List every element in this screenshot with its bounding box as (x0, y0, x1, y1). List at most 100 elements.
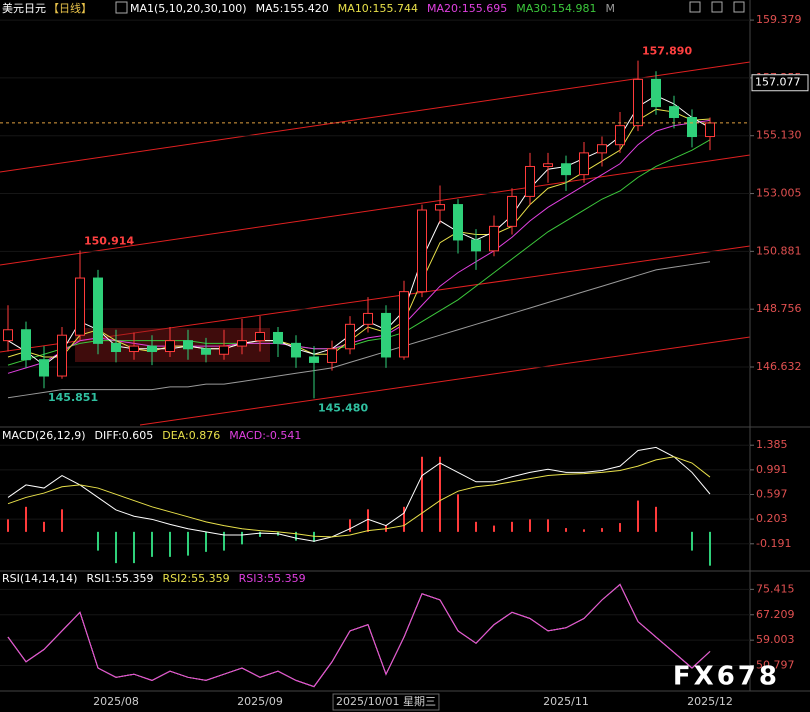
extreme-label: 145.480 (318, 401, 368, 414)
candle-body (57, 334, 67, 377)
legend-entry: RSI1:55.359 (86, 572, 153, 585)
legend-entry: MA5:155.420 (256, 2, 329, 15)
candle-body (651, 78, 661, 108)
legend-entry: MACD:-0.541 (229, 429, 301, 442)
channel-lines (0, 61, 751, 426)
y-tick-label: 67.209 (756, 608, 795, 621)
legend-entry: MA20:155.695 (427, 2, 507, 15)
y-tick-label: 159.379 (756, 13, 802, 26)
indicator-line (7, 583, 711, 688)
legend-entry: MA1(5,10,20,30,100) (130, 2, 247, 15)
x-tick-label: 2025/12 (687, 695, 733, 708)
candle-body (453, 204, 463, 241)
indicator-line (7, 583, 711, 688)
candle-body (183, 340, 193, 350)
candle-body (3, 329, 13, 342)
candle-body (561, 163, 571, 176)
price-tag: 157.077 (755, 76, 801, 89)
candle-body (399, 291, 409, 358)
candle-body (543, 163, 553, 167)
x-tick-label: 2025/11 (543, 695, 589, 708)
y-tick-label: 0.991 (756, 463, 788, 476)
candle-body (417, 209, 427, 293)
channel-line (0, 61, 751, 173)
x-tick-label: 2025/08 (93, 695, 139, 708)
y-tick-label: 1.385 (756, 438, 788, 451)
candle-body (327, 348, 337, 363)
indicator-line (7, 95, 711, 366)
candle-body (309, 356, 319, 363)
candle-body (525, 165, 535, 197)
candle-body (129, 345, 139, 353)
candle-body (363, 312, 373, 325)
candle-body (669, 106, 679, 118)
legend-entry: RSI3:55.359 (239, 572, 306, 585)
y-tick-label: 59.003 (756, 633, 795, 646)
channel-line (0, 245, 751, 353)
y-tick-label: 0.597 (756, 487, 788, 500)
indicator-icon[interactable] (115, 1, 128, 14)
extreme-label: 150.914 (84, 234, 134, 247)
candle-body (237, 340, 247, 347)
legend-entry: RSI(14,14,14) (2, 572, 77, 585)
y-tick-label: 146.632 (756, 360, 802, 373)
y-tick-label: 153.005 (756, 187, 802, 200)
indicator-line (7, 456, 711, 538)
y-tick-label: -0.191 (756, 537, 791, 550)
legend-entry: M (605, 2, 615, 15)
indicator-line (7, 261, 711, 399)
candle-body (75, 277, 85, 336)
candle-body (705, 122, 715, 138)
candle-body (489, 225, 499, 252)
candle-body (255, 331, 265, 342)
candle-body (93, 277, 103, 344)
legend-entry: MACD(26,12,9) (2, 429, 86, 442)
y-tick-label: 75.415 (756, 582, 795, 595)
date-highlight (332, 693, 440, 711)
x-tick-label: 2025/10/01 星期三 (336, 695, 436, 708)
price-tag-box (751, 74, 809, 92)
window-button[interactable] (711, 1, 723, 13)
candle-body (201, 348, 211, 355)
candle-body (345, 323, 355, 350)
settings-button[interactable] (689, 1, 701, 13)
candle-body (471, 239, 481, 252)
candle-body (507, 195, 517, 227)
y-tick-label: 50.797 (756, 659, 795, 672)
candle-body (291, 342, 301, 358)
candle-body (147, 345, 157, 353)
candle-body (111, 342, 121, 353)
channel-line (0, 154, 751, 266)
extreme-label: 157.890 (642, 45, 692, 58)
legend-entry: DIFF:0.605 (95, 429, 154, 442)
x-tick-label: 2025/09 (237, 695, 283, 708)
extreme-label: 145.851 (48, 391, 98, 404)
instrument-title: 美元日元 (2, 2, 46, 15)
channel-line (139, 336, 751, 426)
candle-body (633, 78, 643, 127)
candle-body (579, 152, 589, 176)
legend-entry: DEA:0.876 (162, 429, 220, 442)
indicator-line (7, 119, 711, 374)
period[interactable]: 【日线】 (48, 1, 92, 15)
close-button[interactable] (733, 1, 745, 13)
candle-body (219, 345, 229, 355)
indicator-line (7, 583, 711, 688)
candle-body (687, 116, 697, 138)
candle-body (381, 312, 391, 358)
indicator-line (7, 139, 711, 366)
y-tick-label: 0.203 (756, 512, 788, 525)
candle-body (21, 329, 31, 361)
candle-body (273, 331, 283, 344)
indicator-line (7, 446, 711, 542)
legend-entry: MA10:155.744 (338, 2, 418, 15)
legend-entry: RSI2:55.359 (163, 572, 230, 585)
indicator-line (7, 108, 711, 358)
watermark: FX678 (673, 662, 780, 692)
candle-body (597, 144, 607, 154)
candle-body (615, 125, 625, 146)
y-tick-label: 150.881 (756, 244, 802, 257)
candle-body (39, 359, 49, 377)
legend-entry: MA30:154.981 (516, 2, 596, 15)
